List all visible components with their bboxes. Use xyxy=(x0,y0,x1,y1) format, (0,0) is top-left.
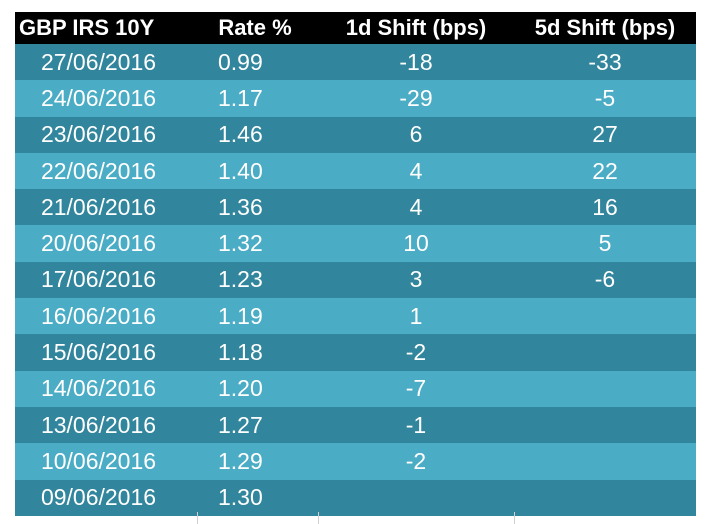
date-cell: 20/06/2016 xyxy=(15,225,192,262)
date-cell: 22/06/2016 xyxy=(15,152,192,190)
rate-cell: 1.46 xyxy=(192,116,318,153)
date-cell: 27/06/2016 xyxy=(15,44,192,81)
shift-5d-cell xyxy=(514,406,696,444)
rate-cell: 1.19 xyxy=(192,298,318,335)
shift-1d-cell: 3 xyxy=(318,261,514,299)
shift-1d-cell: 1 xyxy=(318,298,514,335)
shift-5d-cell xyxy=(514,443,696,480)
sheet-gridline xyxy=(197,512,198,524)
table-row: 14/06/2016 1.20 -7 xyxy=(15,370,696,407)
shift-1d-cell: -18 xyxy=(318,44,514,81)
rate-cell: 1.23 xyxy=(192,261,318,299)
rate-cell: 1.40 xyxy=(192,152,318,190)
shift-5d-cell xyxy=(514,370,696,407)
rate-cell: 1.30 xyxy=(192,479,318,516)
date-cell: 13/06/2016 xyxy=(15,406,192,444)
shift-1d-cell xyxy=(318,479,514,516)
rate-cell: 1.20 xyxy=(192,370,318,407)
table-row: 10/06/2016 1.29 -2 xyxy=(15,443,696,480)
shift-5d-cell: 16 xyxy=(514,189,696,226)
shift-1d-cell: 4 xyxy=(318,189,514,226)
shift-5d-cell: 5 xyxy=(514,225,696,262)
shift-1d-cell: 4 xyxy=(318,152,514,190)
shift-1d-cell: -7 xyxy=(318,370,514,407)
table-row: 09/06/2016 1.30 xyxy=(15,479,696,516)
table-row: 22/06/2016 1.40 4 22 xyxy=(15,152,696,190)
header-rate: Rate % xyxy=(192,12,318,44)
shift-1d-cell: -29 xyxy=(318,80,514,117)
date-cell: 24/06/2016 xyxy=(15,80,192,117)
table-header: GBP IRS 10Y Rate % 1d Shift (bps) 5d Shi… xyxy=(15,12,696,44)
rate-cell: 0.99 xyxy=(192,44,318,81)
shift-1d-cell: 10 xyxy=(318,225,514,262)
gbp-irs-rates-table: GBP IRS 10Y Rate % 1d Shift (bps) 5d Shi… xyxy=(15,12,696,516)
date-cell: 14/06/2016 xyxy=(15,370,192,407)
date-cell: 10/06/2016 xyxy=(15,443,192,480)
shift-5d-cell xyxy=(514,334,696,371)
shift-1d-cell: 6 xyxy=(318,116,514,153)
shift-5d-cell xyxy=(514,479,696,516)
date-cell: 21/06/2016 xyxy=(15,189,192,226)
shift-5d-cell: -5 xyxy=(514,80,696,117)
rate-cell: 1.27 xyxy=(192,406,318,444)
sheet-gridline xyxy=(318,512,319,524)
sheet-gridline xyxy=(514,512,515,524)
rate-cell: 1.36 xyxy=(192,189,318,226)
header-row: GBP IRS 10Y Rate % 1d Shift (bps) 5d Shi… xyxy=(15,12,696,44)
table-row: 21/06/2016 1.36 4 16 xyxy=(15,189,696,226)
table-row: 15/06/2016 1.18 -2 xyxy=(15,334,696,371)
shift-1d-cell: -2 xyxy=(318,443,514,480)
shift-5d-cell: 22 xyxy=(514,152,696,190)
table-row: 13/06/2016 1.27 -1 xyxy=(15,406,696,444)
table-row: 23/06/2016 1.46 6 27 xyxy=(15,116,696,153)
date-cell: 09/06/2016 xyxy=(15,479,192,516)
rate-cell: 1.29 xyxy=(192,443,318,480)
date-cell: 17/06/2016 xyxy=(15,261,192,299)
rate-cell: 1.18 xyxy=(192,334,318,371)
date-cell: 23/06/2016 xyxy=(15,116,192,153)
table-row: 17/06/2016 1.23 3 -6 xyxy=(15,261,696,299)
table-body: 27/06/2016 0.99 -18 -33 24/06/2016 1.17 -29 -5 2… xyxy=(15,44,696,516)
date-cell: 16/06/2016 xyxy=(15,298,192,335)
rates-table-container: GBP IRS 10Y Rate % 1d Shift (bps) 5d Shi… xyxy=(15,12,696,516)
rate-cell: 1.17 xyxy=(192,80,318,117)
rate-cell: 1.32 xyxy=(192,225,318,262)
table-row: 16/06/2016 1.19 1 xyxy=(15,298,696,335)
table-row: 27/06/2016 0.99 -18 -33 xyxy=(15,44,696,81)
table-row: 20/06/2016 1.32 10 5 xyxy=(15,225,696,262)
shift-5d-cell: 27 xyxy=(514,116,696,153)
shift-5d-cell xyxy=(514,298,696,335)
shift-5d-cell: -33 xyxy=(514,44,696,81)
header-5d-shift: 5d Shift (bps) xyxy=(514,12,696,44)
header-1d-shift: 1d Shift (bps) xyxy=(318,12,514,44)
shift-1d-cell: -1 xyxy=(318,406,514,444)
table-row: 24/06/2016 1.17 -29 -5 xyxy=(15,80,696,117)
header-instrument: GBP IRS 10Y xyxy=(15,12,192,44)
shift-5d-cell: -6 xyxy=(514,261,696,299)
shift-1d-cell: -2 xyxy=(318,334,514,371)
date-cell: 15/06/2016 xyxy=(15,334,192,371)
